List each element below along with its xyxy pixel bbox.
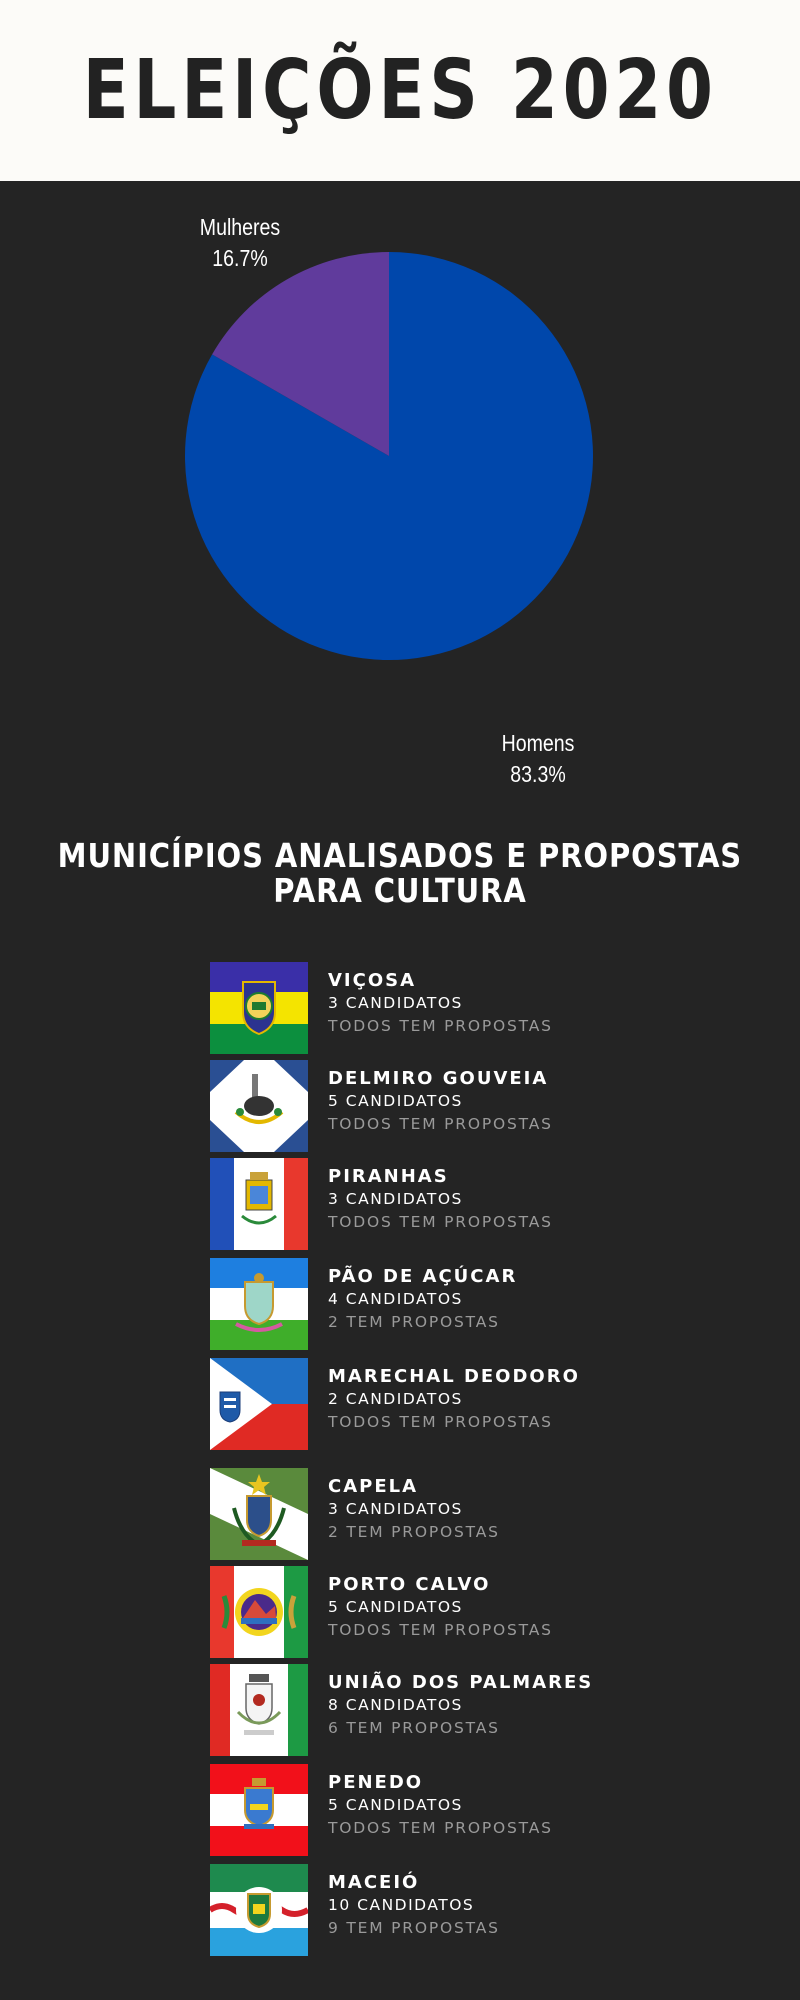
section-title: MUNICÍPIOS ANALISADOS E PROPOSTAS PARA C… — [0, 838, 800, 908]
municipio-propostas: TODOS TEM PROPOSTAS — [328, 1213, 553, 1231]
municipio-propostas: TODOS TEM PROPOSTAS — [328, 1413, 553, 1431]
municipio-candidatos: 3 CANDIDATOS — [328, 994, 463, 1012]
page-header: ELEIÇÕES 2020 — [0, 0, 800, 181]
municipio-candidatos: 4 CANDIDATOS — [328, 1290, 463, 1308]
municipio-candidatos: 10 CANDIDATOS — [328, 1896, 475, 1914]
municipio-propostas: TODOS TEM PROPOSTAS — [328, 1621, 553, 1639]
penedo-flag-icon — [210, 1764, 308, 1856]
municipio-propostas: 2 TEM PROPOSTAS — [328, 1523, 500, 1541]
pao-de-acucar-flag-icon — [210, 1258, 308, 1350]
uniao-dos-palmares-flag-icon — [210, 1664, 308, 1756]
municipio-propostas: TODOS TEM PROPOSTAS — [328, 1115, 553, 1133]
pie-slice-homens — [184, 252, 593, 660]
pie-label-homens-value: 83.3% — [510, 761, 566, 787]
municipio-candidatos: 5 CANDIDATOS — [328, 1796, 463, 1814]
municipio-propostas: 9 TEM PROPOSTAS — [328, 1919, 500, 1937]
maceio-flag-icon — [210, 1864, 308, 1956]
municipio-name: MARECHAL DEODORO — [328, 1366, 580, 1387]
municipio-name: DELMIRO GOUVEIA — [328, 1068, 549, 1089]
municipio-name: CAPELA — [328, 1476, 419, 1497]
municipio-candidatos: 3 CANDIDATOS — [328, 1190, 463, 1208]
municipio-candidatos: 3 CANDIDATOS — [328, 1500, 463, 1518]
municipio-name: VIÇOSA — [328, 970, 417, 991]
municipio-name: PÃO DE AÇÚCAR — [328, 1266, 518, 1287]
porto-calvo-flag-icon — [210, 1566, 308, 1658]
municipio-propostas: TODOS TEM PROPOSTAS — [328, 1017, 553, 1035]
vicosa-flag-icon — [210, 962, 308, 1054]
pie-slice-mulheres — [212, 252, 389, 456]
pie-label-mulheres-value: 16.7% — [212, 245, 268, 271]
section-title-line2: PARA CULTURA — [273, 871, 527, 910]
municipio-candidatos: 5 CANDIDATOS — [328, 1598, 463, 1616]
municipio-name: PIRANHAS — [328, 1166, 449, 1187]
municipio-name: PENEDO — [328, 1772, 424, 1793]
pie-label-homens: Homens 83.3% — [470, 728, 606, 790]
municipio-name: UNIÃO DOS PALMARES — [328, 1672, 594, 1693]
municipio-propostas: 2 TEM PROPOSTAS — [328, 1313, 500, 1331]
pie-label-homens-name: Homens — [501, 730, 575, 756]
municipio-name: MACEIÓ — [328, 1872, 420, 1893]
delmiro-gouveia-flag-icon — [210, 1060, 308, 1152]
section-title-line1: MUNICÍPIOS ANALISADOS E PROPOSTAS — [57, 836, 743, 875]
municipio-candidatos: 8 CANDIDATOS — [328, 1696, 463, 1714]
municipio-name: PORTO CALVO — [328, 1574, 491, 1595]
marechal-deodoro-flag-icon — [210, 1358, 308, 1450]
capela-flag-icon — [210, 1468, 308, 1560]
pie-label-mulheres: Mulheres 16.7% — [172, 212, 308, 274]
municipio-propostas: TODOS TEM PROPOSTAS — [328, 1819, 553, 1837]
pie-label-mulheres-name: Mulheres — [199, 214, 281, 240]
municipio-candidatos: 5 CANDIDATOS — [328, 1092, 463, 1110]
municipio-propostas: 6 TEM PROPOSTAS — [328, 1719, 500, 1737]
municipio-candidatos: 2 CANDIDATOS — [328, 1390, 463, 1408]
piranhas-flag-icon — [210, 1158, 308, 1250]
page-title: ELEIÇÕES 2020 — [82, 43, 718, 138]
gender-pie-chart — [184, 252, 593, 660]
